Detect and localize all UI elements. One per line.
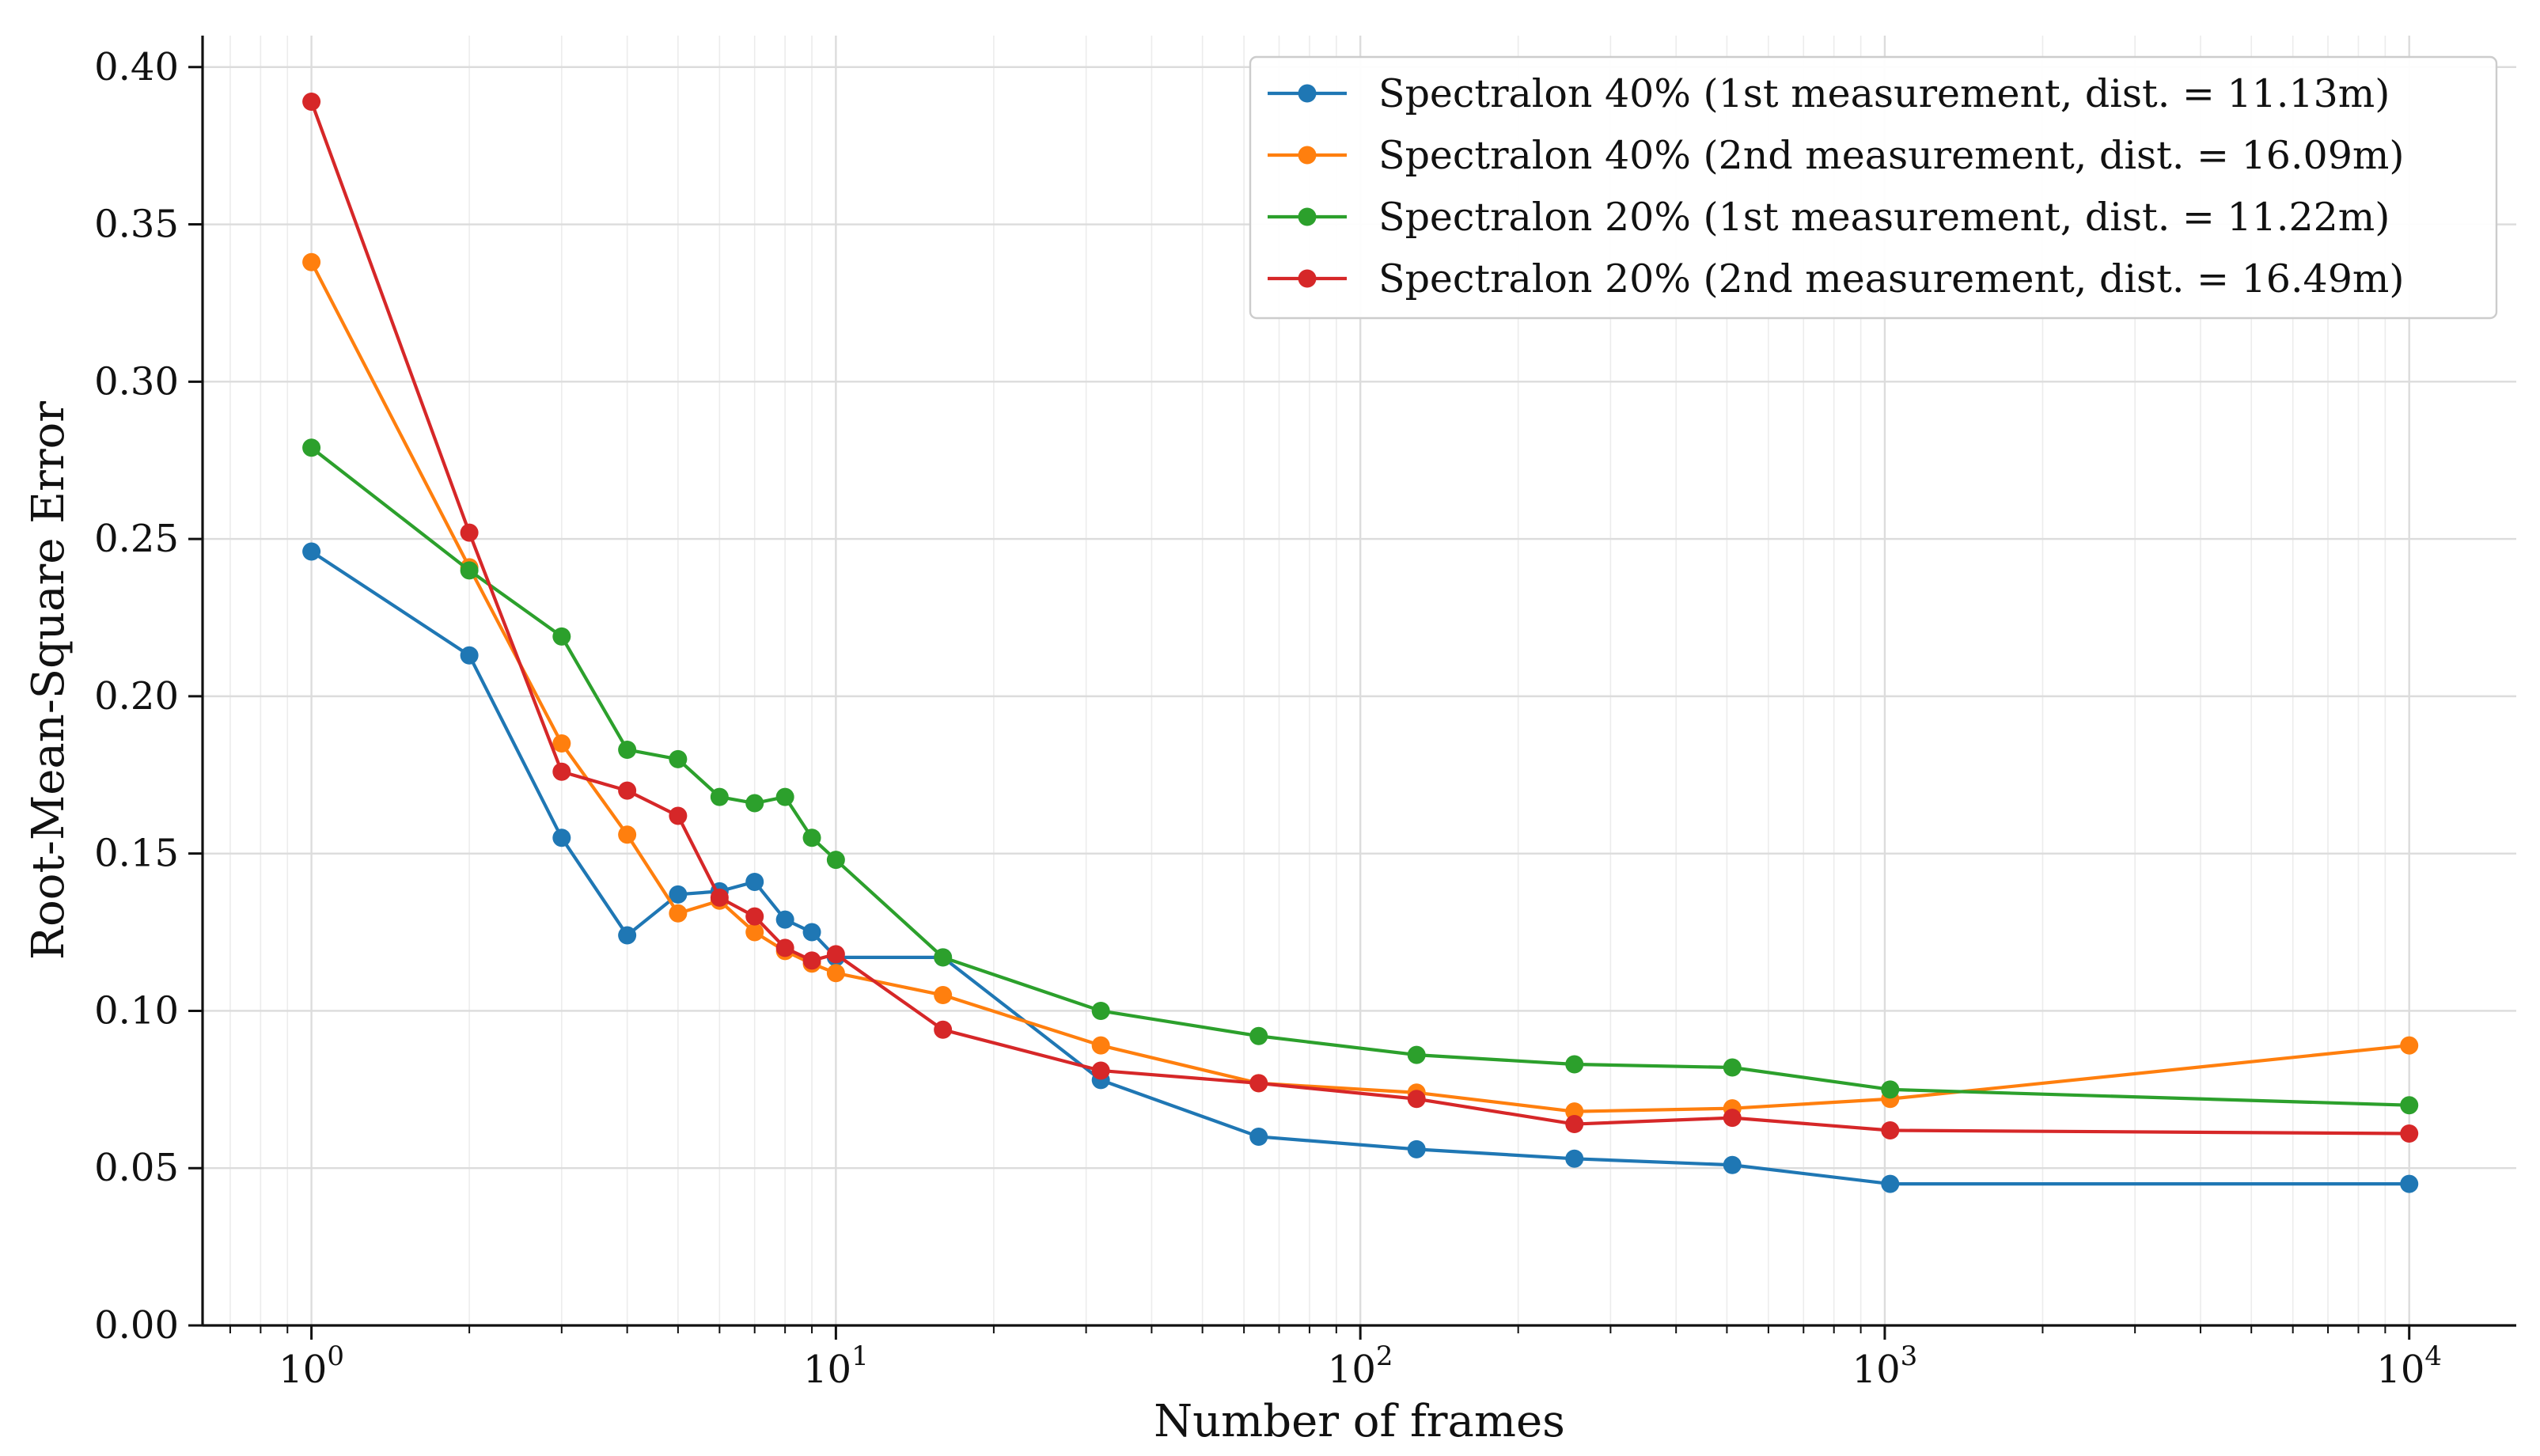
series-line <box>310 550 2409 1186</box>
data-point <box>802 828 821 847</box>
data-point <box>1565 1102 1584 1121</box>
data-point <box>302 542 321 561</box>
data-point <box>1565 1115 1584 1134</box>
data-point <box>618 781 637 800</box>
data-point <box>934 948 953 967</box>
data-point <box>1091 1001 1110 1020</box>
data-series <box>302 92 2419 1193</box>
series-3 <box>302 438 2419 1115</box>
x-tick-label: 103 <box>1852 1340 1918 1392</box>
x-axis-label: Number of frames <box>1154 1396 1565 1447</box>
legend-marker <box>1298 207 1317 226</box>
legend-label: Spectralon 40% (2nd measurement, dist. =… <box>1378 133 2404 178</box>
axis-ticks: 100 101 102 103 104 0.00 0.05 0.10 0.15 0.20 0.25 0… <box>94 45 2442 1392</box>
data-point <box>552 734 571 753</box>
legend-label: Spectralon 40% (1st measurement, dist. =… <box>1378 71 2390 116</box>
y-tick-label: 0.05 <box>94 1146 179 1190</box>
data-point <box>934 1020 953 1039</box>
data-point <box>1249 1127 1268 1146</box>
data-point <box>1881 1174 1900 1193</box>
data-point <box>669 904 688 923</box>
data-point <box>826 945 845 964</box>
data-point <box>2400 1124 2419 1143</box>
data-point <box>302 252 321 271</box>
data-point <box>745 923 764 942</box>
legend: Spectralon 40% (1st measurement, dist. =… <box>1249 55 2498 320</box>
y-tick-label: 0.25 <box>94 517 179 561</box>
data-point <box>1249 1026 1268 1045</box>
x-tick-label: 102 <box>1328 1340 1393 1392</box>
data-point <box>302 438 321 457</box>
data-point <box>745 907 764 926</box>
y-tick-label: 0.10 <box>94 988 179 1033</box>
legend-box <box>1249 55 2498 320</box>
y-axis-label: Root-Mean-Square Error <box>23 401 74 960</box>
data-point <box>775 787 794 806</box>
y-tick-label: 0.15 <box>94 832 179 876</box>
data-point <box>1565 1055 1584 1074</box>
legend-marker <box>1298 269 1317 288</box>
data-point <box>1723 1058 1742 1077</box>
legend-label: Spectralon 20% (2nd measurement, dist. =… <box>1378 256 2404 301</box>
data-point <box>826 964 845 983</box>
data-point <box>669 749 688 768</box>
data-point <box>1407 1139 1426 1158</box>
data-point <box>1091 1061 1110 1080</box>
y-tick-label: 0.00 <box>94 1303 179 1348</box>
series-line <box>309 100 2409 1136</box>
data-point <box>552 762 571 781</box>
x-tick-label: 100 <box>279 1340 344 1392</box>
data-point <box>775 910 794 929</box>
legend-marker <box>1298 146 1317 165</box>
series-4 <box>302 92 2419 1143</box>
y-tick-label: 0.35 <box>94 203 179 247</box>
legend-entry: Spectralon 40% (1st measurement, dist. =… <box>1268 71 2390 116</box>
data-point <box>745 872 764 891</box>
data-point <box>2400 1174 2419 1193</box>
legend-label: Spectralon 20% (1st measurement, dist. =… <box>1378 195 2390 240</box>
data-point <box>669 806 688 825</box>
legend-entry: Spectralon 20% (2nd measurement, dist. =… <box>1268 256 2404 301</box>
data-point <box>460 646 479 665</box>
data-point <box>745 794 764 813</box>
data-point <box>2400 1096 2419 1115</box>
data-point <box>669 885 688 904</box>
legend-entry: Spectralon 20% (1st measurement, dist. =… <box>1268 195 2390 240</box>
data-point <box>1881 1080 1900 1099</box>
data-point <box>1565 1149 1584 1168</box>
data-point <box>618 740 637 759</box>
data-point <box>934 986 953 1005</box>
data-point <box>1407 1090 1426 1109</box>
data-point <box>1723 1155 1742 1174</box>
data-point <box>710 888 729 907</box>
data-point <box>802 951 821 970</box>
data-point <box>302 92 321 111</box>
data-point <box>775 938 794 957</box>
data-point <box>1407 1045 1426 1064</box>
x-tick-label: 101 <box>803 1340 869 1392</box>
series-line <box>310 446 2409 1107</box>
data-point <box>802 923 821 942</box>
data-point <box>460 523 479 542</box>
series-line <box>309 261 2409 1113</box>
x-tick-label: 104 <box>2376 1340 2442 1392</box>
y-tick-label: 0.40 <box>94 45 179 89</box>
legend-marker <box>1298 84 1317 103</box>
y-tick-label: 0.30 <box>94 359 179 404</box>
data-point <box>2400 1036 2419 1055</box>
data-point <box>460 561 479 580</box>
legend-entry: Spectralon 40% (2nd measurement, dist. =… <box>1268 133 2404 178</box>
y-tick-label: 0.20 <box>94 674 179 719</box>
data-point <box>1723 1109 1742 1128</box>
data-point <box>826 851 845 870</box>
data-point <box>618 926 637 945</box>
data-point <box>552 828 571 847</box>
data-point <box>1249 1074 1268 1093</box>
data-point <box>618 825 637 844</box>
data-point <box>1091 1036 1110 1055</box>
data-point <box>710 787 729 806</box>
data-point <box>1881 1121 1900 1140</box>
data-point <box>552 627 571 646</box>
